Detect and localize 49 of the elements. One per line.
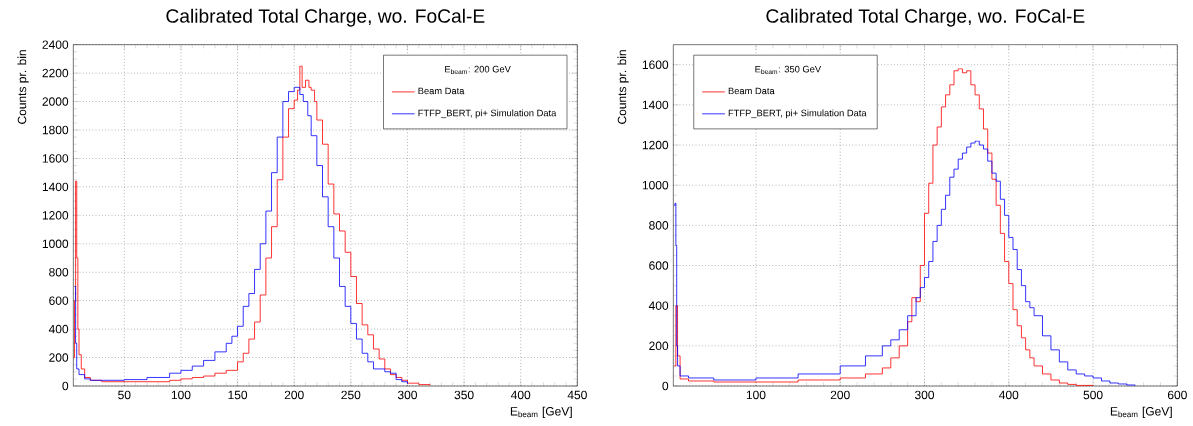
x-tick-label: 100 [171,390,191,400]
y-tick-label: 2400 [42,40,69,49]
y-tick-label: 1800 [42,125,69,135]
y-tick-label: 800 [49,267,69,277]
y-tick-label: 2200 [42,68,69,78]
y-tick-label: 1000 [42,239,69,249]
y-tick-label: 400 [648,301,669,310]
x-tick-label: 400 [510,390,531,400]
legend-label: Beam Data [728,87,775,95]
y-tick-label: 1400 [642,100,669,110]
x-tick-label: 150 [228,390,248,400]
x-tick-label: 300 [397,390,417,400]
x-tick-label: 350 [454,390,474,400]
chart-title: Calibrated Total Charge, wo. FoCal-E [166,8,485,27]
y-tick-label: 600 [649,261,669,270]
y-tick-label: 600 [49,296,69,305]
y-axis-title: Counts pr. bin [17,50,29,124]
x-tick-label: 600 [1167,390,1187,400]
y-tick-label: 2000 [42,97,69,106]
x-tick-label: 200 [284,390,304,400]
x-tick-label: 450 [567,390,587,400]
x-tick-label: 200 [830,390,850,400]
y-tick-label: 1000 [642,180,669,190]
legend-label: FTFP_BERT, pi+ Simulation Data [728,109,867,119]
y-tick-label: 1200 [42,211,69,220]
y-tick-label: 0 [62,381,69,391]
x-tick-label: 300 [914,390,935,400]
legend-label: FTFP_BERT, pi+ Simulation Data [418,109,557,119]
y-tick-label: 400 [48,324,69,334]
y-tick-label: 0 [662,381,669,391]
y-tick-label: 1400 [42,182,69,192]
y-tick-label: 200 [49,353,69,362]
y-tick-label: 1600 [42,154,69,163]
x-axis-title: E$_{beam}$ [GeV] [1110,406,1172,418]
x-tick-label: 100 [746,390,766,400]
y-tick-label: 800 [649,221,669,230]
x-axis-title: E$_{beam}$ [GeV] [510,406,572,418]
x-tick-label: 500 [1083,390,1103,400]
legend-title: E$_{beam}$: 200 GeV [445,65,511,75]
x-tick-label: 250 [341,390,361,400]
y-tick-label: 1600 [642,60,669,69]
y-tick-label: 200 [649,341,669,351]
y-axis-title: Counts pr. bin [617,50,629,124]
y-tick-label: 1200 [642,140,669,150]
legend-label: Beam Data [418,87,465,95]
legend-title: E$_{beam}$: 350 GeV [755,65,822,75]
x-tick-label: 400 [999,390,1019,400]
chart-title: Calibrated Total Charge, wo. FoCal-E [766,8,1085,27]
x-tick-label: 50 [118,390,131,400]
